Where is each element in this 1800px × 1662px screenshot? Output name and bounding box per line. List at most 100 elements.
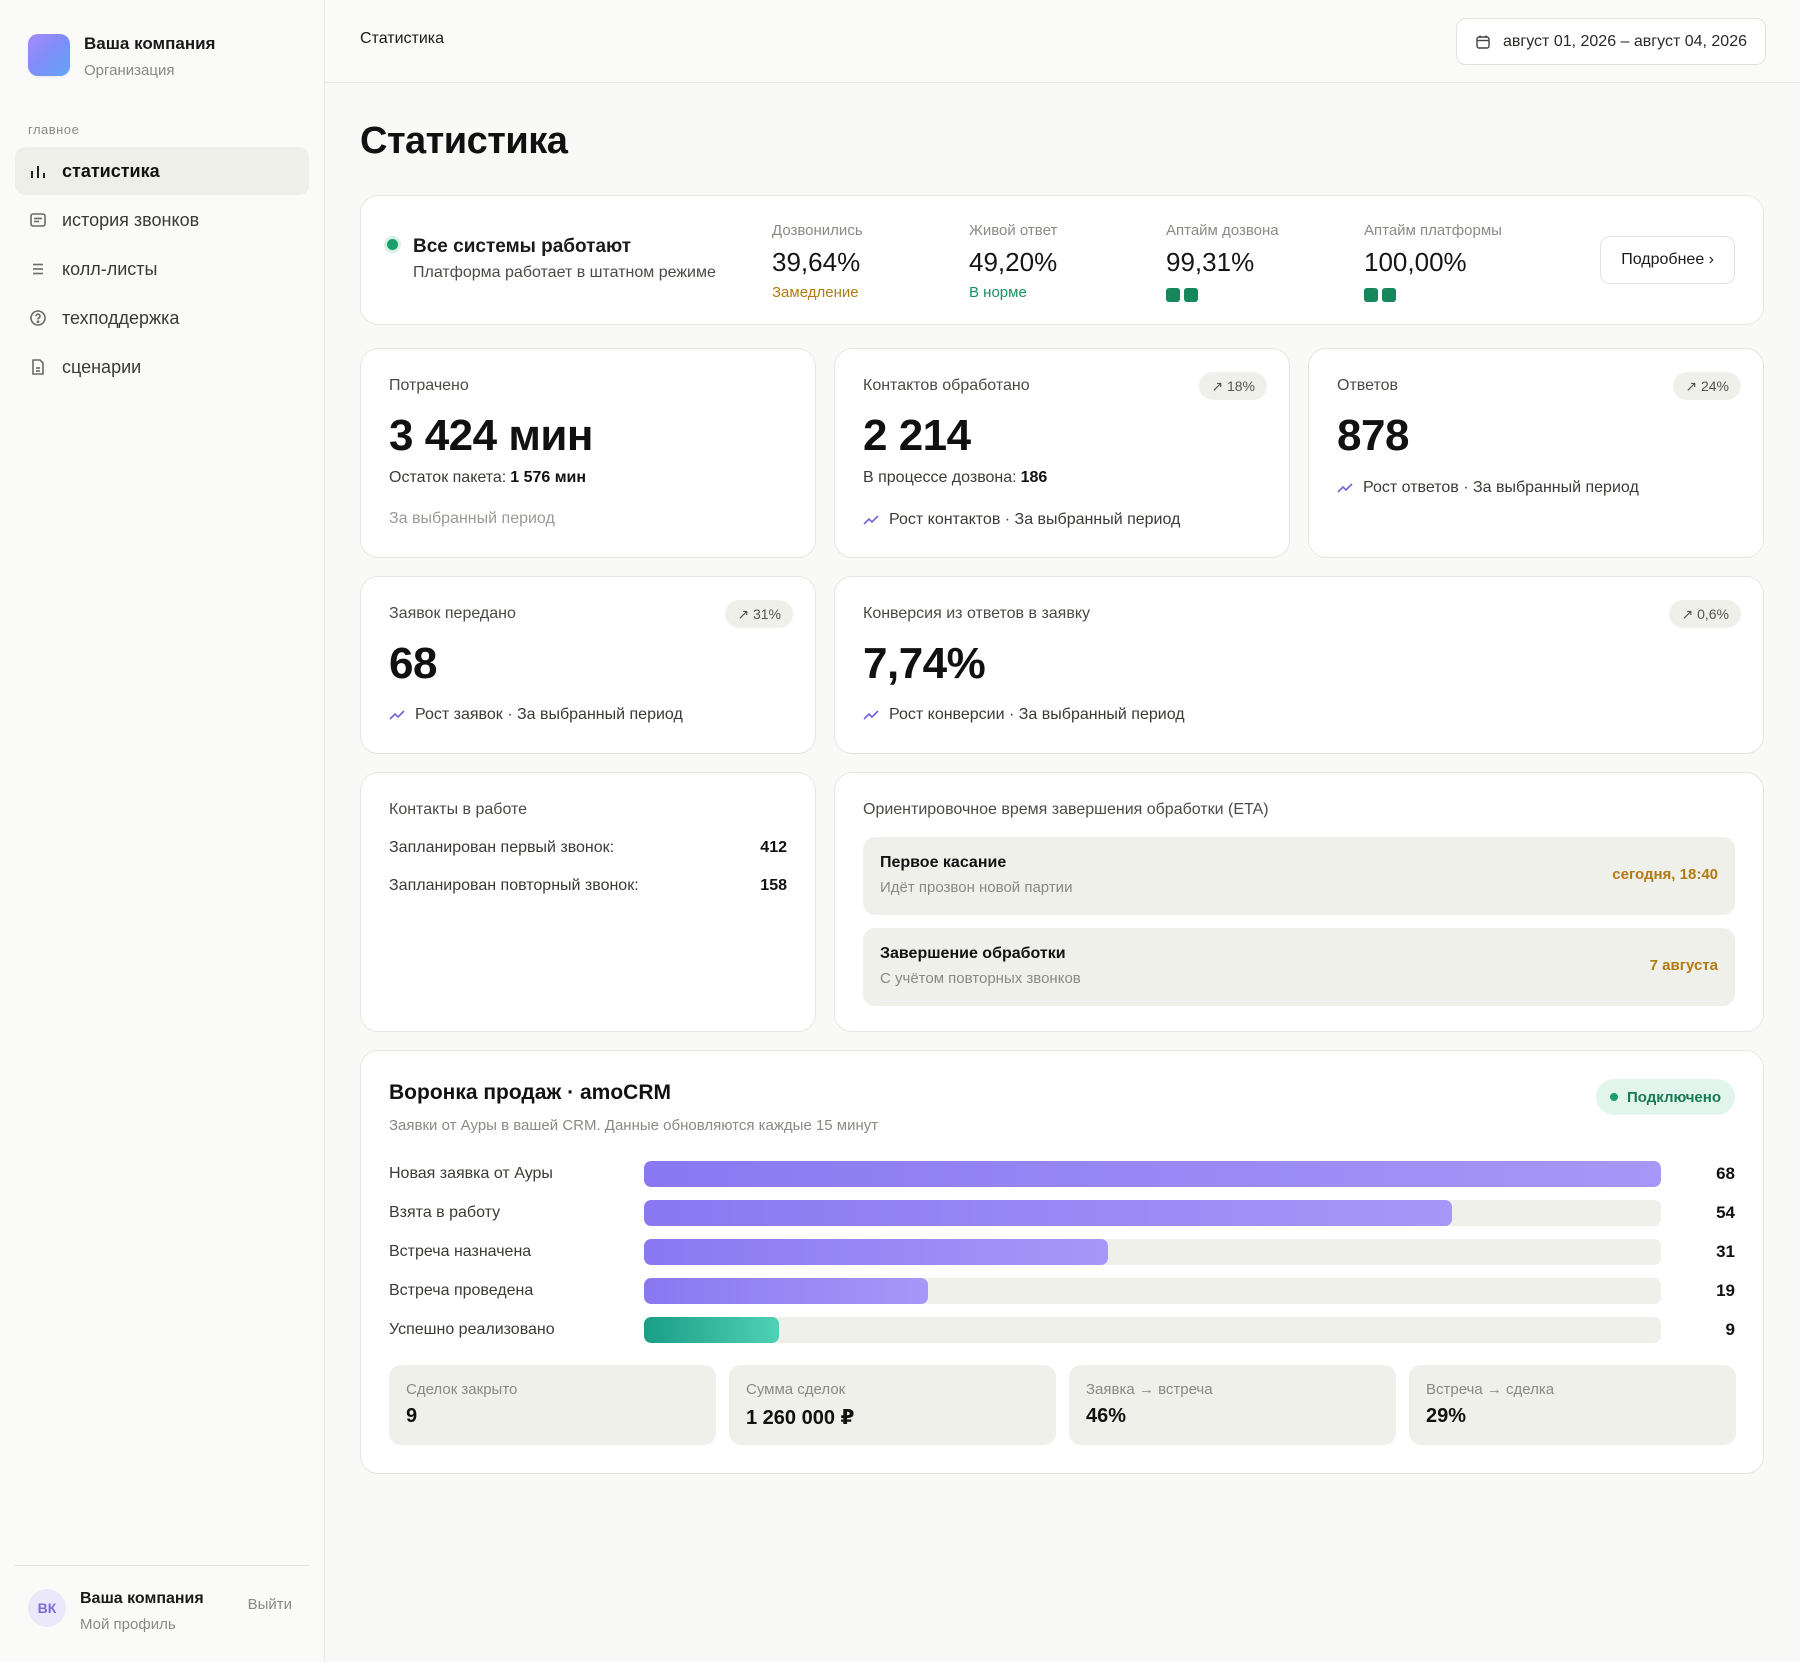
in-progress-label: В процессе дозвона: [863,469,1017,486]
stat-label: Ответов [1337,377,1399,394]
stage-label: Встреча проведена [389,1282,534,1299]
eta-value: сегодня, 18:40 [1612,866,1718,883]
metric-note: В норме [969,284,1027,301]
sidebar-nav: статистика история звонков колл-листы те… [15,147,309,392]
uptime-bars [1364,288,1502,302]
stage-label: Успешно реализовано [389,1321,555,1338]
topbar: Статистика август 01, 2026 – август 04, … [325,0,1800,83]
system-status-card: Все системы работают Платформа работает … [360,195,1764,325]
contacts-card: Контактов обработано ↗ 18% 2 214 В проце… [834,348,1290,558]
kpi-value: 46% [1086,1405,1127,1427]
bar-chart-icon [28,161,48,181]
stat-label: Потрачено [389,377,469,394]
sidebar-item-label: техподдержка [62,307,180,328]
eta-card: Ориентировочное время завершения обработ… [834,772,1764,1032]
sidebar-item-call-lists[interactable]: колл-листы [15,245,309,293]
trend-line: Рост контактов · За выбранный период [863,511,1180,529]
metric-label: Дозвонились [772,222,863,239]
sales-funnel-card: Воронка продаж · amoCRM Заявки от Ауры в… [360,1050,1764,1474]
details-button[interactable]: Подробнее › [1600,236,1735,284]
growth-badge: ↗ 24% [1673,372,1741,400]
period-note: За выбранный период [389,510,555,527]
stage-value: 68 [1716,1164,1735,1183]
sidebar-item-scenarios[interactable]: сценарии [15,343,309,391]
row-label: Запланирован повторный звонок: [389,877,639,894]
stat-label: Заявок передано [389,605,516,622]
conversion-card: Конверсия из ответов в заявку ↗ 0,6% 7,7… [834,576,1764,754]
kpi-value: 1 260 000 ₽ [746,1407,855,1429]
kpi-label: Сделок закрыто [406,1381,518,1398]
kpi-label: Сумма сделок [746,1381,846,1398]
brand-sub: Организация [84,62,175,79]
metric-label: Аптайм дозвона [1166,222,1279,239]
brand-logo [28,34,70,76]
trend-up-icon [863,709,879,721]
stage-bar [644,1239,1108,1265]
growth-badge: ↗ 0,6% [1669,600,1741,628]
eta-completion: Завершение обработки С учётом повторных … [863,928,1735,1006]
metric-value: 49,20% [969,247,1058,277]
message-icon [28,210,48,230]
document-icon [28,357,48,377]
first-call-row: Запланирован первый звонок: 412 [389,839,787,857]
kpi-deals-closed: Сделок закрыто 9 [389,1365,716,1445]
stage-label: Взята в работу [389,1204,501,1221]
metric-note: Замедление [772,284,859,301]
package-rest: Остаток пакета: 1 576 мин [389,469,586,487]
stage-track [644,1200,1661,1226]
brand-name: Ваша компания [84,34,216,53]
card-label: Ориентировочное время завершения обработ… [863,801,1269,818]
status-subtitle: Платформа работает в штатном режиме [413,264,716,281]
calendar-icon [1475,34,1491,50]
status-title: Все системы работают [413,236,632,257]
stage-label: Встреча назначена [389,1243,532,1260]
funnel-stage: Новая заявка от Ауры 68 [389,1160,1735,1188]
kpi-deals-sum: Сумма сделок 1 260 000 ₽ [729,1365,1056,1445]
sidebar-item-label: колл-листы [62,258,158,279]
sidebar-item-support[interactable]: техподдержка [15,294,309,342]
brand[interactable]: Ваша компания Организация [28,34,215,80]
trend-up-icon [1337,482,1353,494]
stage-track [644,1317,1661,1343]
avatar[interactable]: ВК [28,1589,66,1627]
metric-value: 99,31% [1166,247,1255,277]
kpi-meeting-to-deal: Встреча → сделка 29% [1409,1365,1736,1445]
profile-link[interactable]: Мой профиль [80,1616,176,1633]
stage-value: 9 [1725,1320,1735,1339]
kpi-value: 29% [1426,1405,1467,1427]
kpi-label: Заявка → встреча [1086,1381,1213,1398]
funnel-subtitle: Заявки от Ауры в вашей CRM. Данные обнов… [389,1117,879,1134]
date-range-picker[interactable]: август 01, 2026 – август 04, 2026 [1455,18,1766,65]
stage-bar [644,1278,929,1304]
trend-line: Рост конверсии · За выбранный период [863,706,1185,724]
metric-live-answer: Живой ответ 49,20% В норме [969,222,1057,301]
stat-value: 7,74% [863,639,986,688]
answers-card: Ответов ↗ 24% 878 Рост ответов · За выбр… [1308,348,1764,558]
eta-title: Завершение обработки [880,945,1066,962]
eta-title: Первое касание [880,854,1007,871]
profile-name[interactable]: Ваша компания [80,1590,204,1607]
nav-section-label: главное [28,122,80,137]
connection-status-badge: Подключено [1596,1079,1735,1115]
stage-track [644,1161,1661,1187]
funnel-stage: Успешно реализовано 9 [389,1316,1735,1344]
eta-first-touch: Первое касание Идёт прозвон новой партии… [863,837,1735,915]
stage-value: 54 [1716,1203,1735,1222]
stage-value: 31 [1716,1242,1735,1261]
funnel-stage: Взята в работу 54 [389,1199,1735,1227]
list-icon [28,259,48,279]
kpi-label: Встреча → сделка [1426,1381,1555,1398]
sidebar-item-call-history[interactable]: история звонков [15,196,309,244]
logout-button[interactable]: Выйти [247,1596,292,1613]
growth-badge: ↗ 18% [1199,372,1267,400]
breadcrumb: Статистика [360,30,445,47]
row-label: Запланирован первый звонок: [389,839,615,856]
sidebar-item-label: сценарии [62,356,142,377]
stage-value: 19 [1716,1281,1735,1300]
trend-text: Рост контактов · За выбранный период [889,511,1181,528]
package-rest-value: 1 576 мин [510,469,587,486]
sidebar-item-statistics[interactable]: статистика [15,147,309,195]
metric-platform-uptime: Аптайм платформы 100,00% [1364,222,1502,302]
metric-dialed: Дозвонились 39,64% Замедление [772,222,863,301]
date-range-label: август 01, 2026 – август 04, 2026 [1502,32,1747,50]
